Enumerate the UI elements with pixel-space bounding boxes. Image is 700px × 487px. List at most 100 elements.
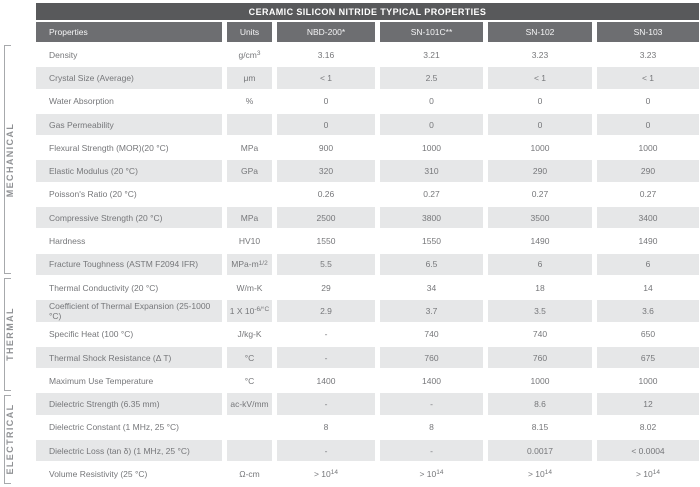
group-label-thermal: THERMAL [5,301,15,368]
table-row: Dielectric Loss (tan δ) (1 MHz, 25 °C) - -… [36,440,699,462]
group-label-mechanical: MECHANICAL [5,116,15,203]
value-cell: 900 [277,137,375,159]
value-cell: 0.27 [597,183,699,206]
table-row: Maximum Use Temperature °C 1400 1400 1000 100… [36,370,699,392]
value-cell: 3800 [380,207,483,229]
table-row: Compressive Strength (20 °C) MPa 2500 3800 3… [36,207,699,229]
table-row: Thermal Shock Resistance (Δ T) °C -760 760 6… [36,346,699,369]
value-cell: 3.23 [597,44,699,66]
value-cell: 1550 [277,230,375,252]
value-cell: 29 [277,276,375,299]
table-title: CERAMIC SILICON NITRIDE TYPICAL PROPERTI… [36,3,699,20]
value-cell: > 10 14 [380,463,483,485]
value-cell: 8.15 [488,416,592,439]
value-cell: 760 [488,346,592,369]
units-cell: MPa-m 1/2 [227,253,272,275]
units-cell: °C [227,346,272,369]
value-cell: 0.26 [277,183,375,206]
value-cell: 5.5 [277,253,375,275]
property-cell: Density [36,44,222,66]
group-thermal: THERMAL [0,278,36,391]
value-cell: 14 [597,276,699,299]
value-cell: 0.27 [380,183,483,206]
value-cell: 0.27 [488,183,592,206]
property-cell: Crystal Size (Average) [36,67,222,89]
units-cell: Ω-cm [227,463,272,485]
value-cell: 310 [380,160,483,182]
value-cell: 18 [488,276,592,299]
value-cell: < 1 [488,67,592,89]
property-cell: Specific Heat (100 °C) [36,323,222,345]
value-cell: 12 [597,393,699,415]
value-cell: 1490 [597,230,699,252]
column-header-nbd-200: NBD-200* [277,22,375,42]
value-cell: 0 [277,90,375,112]
column-header-sn-101c: SN-101C** [380,22,483,42]
value-cell: < 1 [277,67,375,89]
value-cell: 6 [488,253,592,275]
value-cell: 3.7 [380,300,483,322]
properties-table: CERAMIC SILICON NITRIDE TYPICAL PROPERTI… [36,3,699,485]
property-cell: Elastic Modulus (20 °C) [36,160,222,182]
property-cell: Thermal Conductivity (20 °C) [36,276,222,299]
column-header-sn-102: SN-102 [488,22,592,42]
units-cell: % [227,90,272,112]
group-label-electrical: ELECTRICAL [5,397,15,481]
table-row: Elastic Modulus (20 °C) GPa 320 310 290 290 [36,160,699,182]
value-cell: - [277,346,375,369]
column-header-units: Units [227,22,272,42]
units-cell: W/m-K [227,276,272,299]
value-cell: < 1 [597,67,699,89]
table-row: Crystal Size (Average) μm < 1 2.5 < 1 < 1 [36,67,699,89]
table-row: Water Absorption% 0 0 0 0 [36,90,699,112]
property-cell: Maximum Use Temperature [36,370,222,392]
table-body: Density g/cm 3 3.16 3.21 3.23 3.23 Crystal Size… [36,44,699,485]
value-cell: 0 [380,113,483,136]
value-cell: 740 [380,323,483,345]
value-cell: 760 [380,346,483,369]
property-cell: Water Absorption [36,90,222,112]
group-bracket [4,278,11,391]
value-cell: 1000 [488,137,592,159]
property-cell: Flexural Strength (MOR)(20 °C) [36,137,222,159]
property-cell: Hardness [36,230,222,252]
property-cell: Compressive Strength (20 °C) [36,207,222,229]
column-header-properties: Properties [36,22,222,42]
value-cell: 0.0017 [488,440,592,462]
group-bracket [4,394,11,484]
column-header-sn-103: SN-103 [597,22,699,42]
value-cell: 3.16 [277,44,375,66]
property-cell: Fracture Toughness (ASTM F2094 IFR) [36,253,222,275]
table-row: Specific Heat (100 °C) J/kg-K -740 740 650 [36,323,699,345]
units-cell [227,183,272,206]
value-cell: 3.6 [597,300,699,322]
property-cell: Thermal Shock Resistance (Δ T) [36,346,222,369]
property-cell: Dielectric Strength (6.35 mm) [36,393,222,415]
value-cell: 2.5 [380,67,483,89]
value-cell: 1400 [380,370,483,392]
units-cell: 1 X 10 -6/°C [227,300,272,322]
table-row: Thermal Conductivity (20 °C) W/m-K 29 34 18 1… [36,276,699,299]
value-cell: - [277,393,375,415]
table-row: Gas Permeability 0 0 0 0 [36,113,699,136]
units-cell: HV10 [227,230,272,252]
value-cell: - [380,393,483,415]
value-cell: 3.5 [488,300,592,322]
value-cell: 0 [597,90,699,112]
group-bracket [4,45,11,274]
value-cell: > 10 14 [597,463,699,485]
units-cell [227,416,272,439]
table-row: Hardness HV10 1550 1550 1490 1490 [36,230,699,252]
value-cell: 34 [380,276,483,299]
value-cell: 0 [488,113,592,136]
property-cell: Coefficient of Thermal Expansion (25-100… [36,300,222,322]
value-cell: 2500 [277,207,375,229]
table-row: Fracture Toughness (ASTM F2094 IFR) MPa-m… [36,253,699,275]
group-gutter: MECHANICAL THERMAL ELECTRICAL [0,0,36,487]
value-cell: 2.9 [277,300,375,322]
value-cell: - [277,323,375,345]
units-cell: MPa [227,207,272,229]
property-cell: Dielectric Constant (1 MHz, 25 °C) [36,416,222,439]
value-cell: 320 [277,160,375,182]
value-cell: 8.02 [597,416,699,439]
